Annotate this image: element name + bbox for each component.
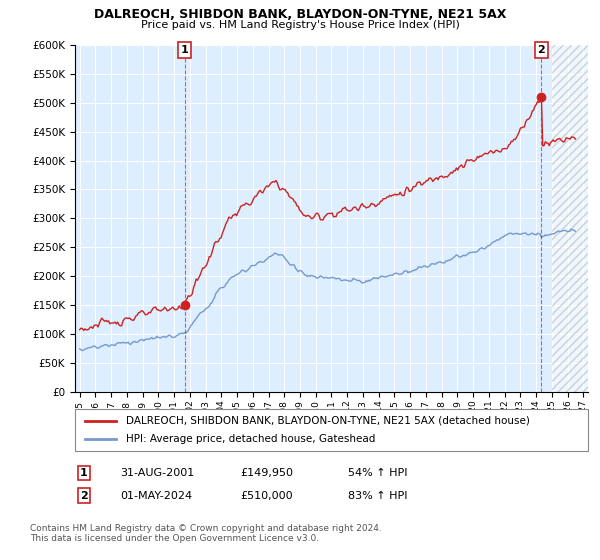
FancyBboxPatch shape <box>75 409 588 451</box>
Text: DALREOCH, SHIBDON BANK, BLAYDON-ON-TYNE, NE21 5AX: DALREOCH, SHIBDON BANK, BLAYDON-ON-TYNE,… <box>94 8 506 21</box>
Text: 2: 2 <box>80 491 88 501</box>
Text: DALREOCH, SHIBDON BANK, BLAYDON-ON-TYNE, NE21 5AX (detached house): DALREOCH, SHIBDON BANK, BLAYDON-ON-TYNE,… <box>127 416 530 426</box>
Text: £510,000: £510,000 <box>240 491 293 501</box>
Text: Contains HM Land Registry data © Crown copyright and database right 2024.
This d: Contains HM Land Registry data © Crown c… <box>30 524 382 543</box>
Text: HPI: Average price, detached house, Gateshead: HPI: Average price, detached house, Gate… <box>127 434 376 444</box>
Text: 1: 1 <box>181 45 188 55</box>
Text: 1: 1 <box>80 468 88 478</box>
Text: 54% ↑ HPI: 54% ↑ HPI <box>348 468 407 478</box>
Text: 83% ↑ HPI: 83% ↑ HPI <box>348 491 407 501</box>
Text: 01-MAY-2024: 01-MAY-2024 <box>120 491 192 501</box>
Text: £149,950: £149,950 <box>240 468 293 478</box>
Text: Price paid vs. HM Land Registry's House Price Index (HPI): Price paid vs. HM Land Registry's House … <box>140 20 460 30</box>
Text: 31-AUG-2001: 31-AUG-2001 <box>120 468 194 478</box>
Text: 2: 2 <box>538 45 545 55</box>
